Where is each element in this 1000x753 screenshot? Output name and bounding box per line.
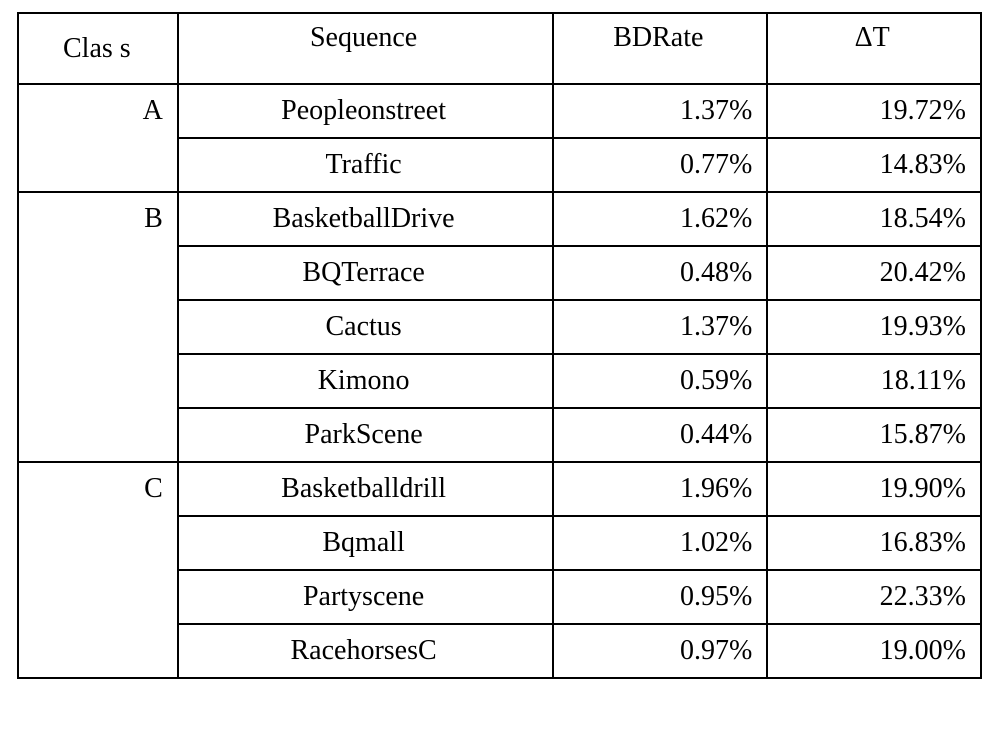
dt-cell: 19.93% (767, 300, 981, 354)
dt-cell: 19.72% (767, 84, 981, 138)
sequence-cell: Kimono (178, 354, 553, 408)
class-cell: B (18, 192, 178, 462)
results-table: Clas s Sequence BDRate ΔT A Peopleonstre… (17, 12, 982, 679)
sequence-cell: Peopleonstreet (178, 84, 553, 138)
dt-cell: 14.83% (767, 138, 981, 192)
column-header-bdrate: BDRate (553, 13, 767, 84)
bdrate-cell: 0.44% (553, 408, 767, 462)
sequence-cell: RacehorsesC (178, 624, 553, 678)
sequence-cell: BasketballDrive (178, 192, 553, 246)
sequence-cell: Traffic (178, 138, 553, 192)
bdrate-cell: 0.48% (553, 246, 767, 300)
table-header-row: Clas s Sequence BDRate ΔT (18, 13, 981, 84)
dt-cell: 22.33% (767, 570, 981, 624)
dt-cell: 16.83% (767, 516, 981, 570)
column-header-sequence: Sequence (178, 13, 553, 84)
bdrate-cell: 0.77% (553, 138, 767, 192)
dt-cell: 20.42% (767, 246, 981, 300)
bdrate-cell: 0.97% (553, 624, 767, 678)
sequence-cell: BQTerrace (178, 246, 553, 300)
bdrate-cell: 0.95% (553, 570, 767, 624)
class-cell: A (18, 84, 178, 192)
sequence-cell: Partyscene (178, 570, 553, 624)
bdrate-cell: 0.59% (553, 354, 767, 408)
column-header-dt: ΔT (767, 13, 981, 84)
sequence-cell: Cactus (178, 300, 553, 354)
sequence-cell: ParkScene (178, 408, 553, 462)
bdrate-cell: 1.96% (553, 462, 767, 516)
column-header-class: Clas s (18, 13, 178, 84)
table-row: A Peopleonstreet 1.37% 19.72% (18, 84, 981, 138)
bdrate-cell: 1.02% (553, 516, 767, 570)
sequence-cell: Bqmall (178, 516, 553, 570)
class-cell: C (18, 462, 178, 678)
table-row: B BasketballDrive 1.62% 18.54% (18, 192, 981, 246)
dt-cell: 19.90% (767, 462, 981, 516)
dt-cell: 19.00% (767, 624, 981, 678)
dt-cell: 18.54% (767, 192, 981, 246)
dt-cell: 15.87% (767, 408, 981, 462)
bdrate-cell: 1.62% (553, 192, 767, 246)
bdrate-cell: 1.37% (553, 84, 767, 138)
sequence-cell: Basketballdrill (178, 462, 553, 516)
dt-cell: 18.11% (767, 354, 981, 408)
table-row: C Basketballdrill 1.96% 19.90% (18, 462, 981, 516)
bdrate-cell: 1.37% (553, 300, 767, 354)
